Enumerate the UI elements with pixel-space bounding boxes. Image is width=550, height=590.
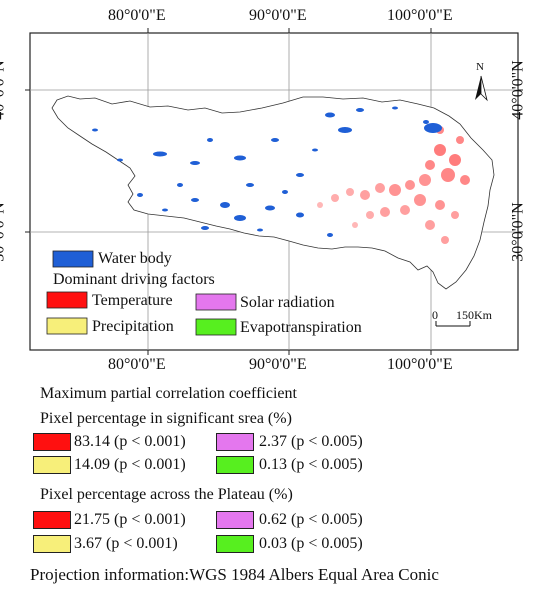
swatch-map-precipitation bbox=[46, 317, 88, 335]
scale-bar bbox=[435, 321, 471, 327]
temperature-pixels bbox=[317, 126, 470, 244]
swatch-map-temperature bbox=[46, 291, 88, 309]
map-frame bbox=[29, 32, 519, 351]
swatch-map-solar bbox=[195, 293, 237, 311]
water-pixels bbox=[92, 106, 442, 237]
swatch-map-evapo bbox=[195, 318, 237, 336]
swatch-water-body bbox=[52, 250, 94, 268]
frame-ticks bbox=[25, 28, 523, 355]
north-arrow-icon bbox=[475, 75, 488, 102]
plateau-boundary bbox=[51, 95, 495, 290]
